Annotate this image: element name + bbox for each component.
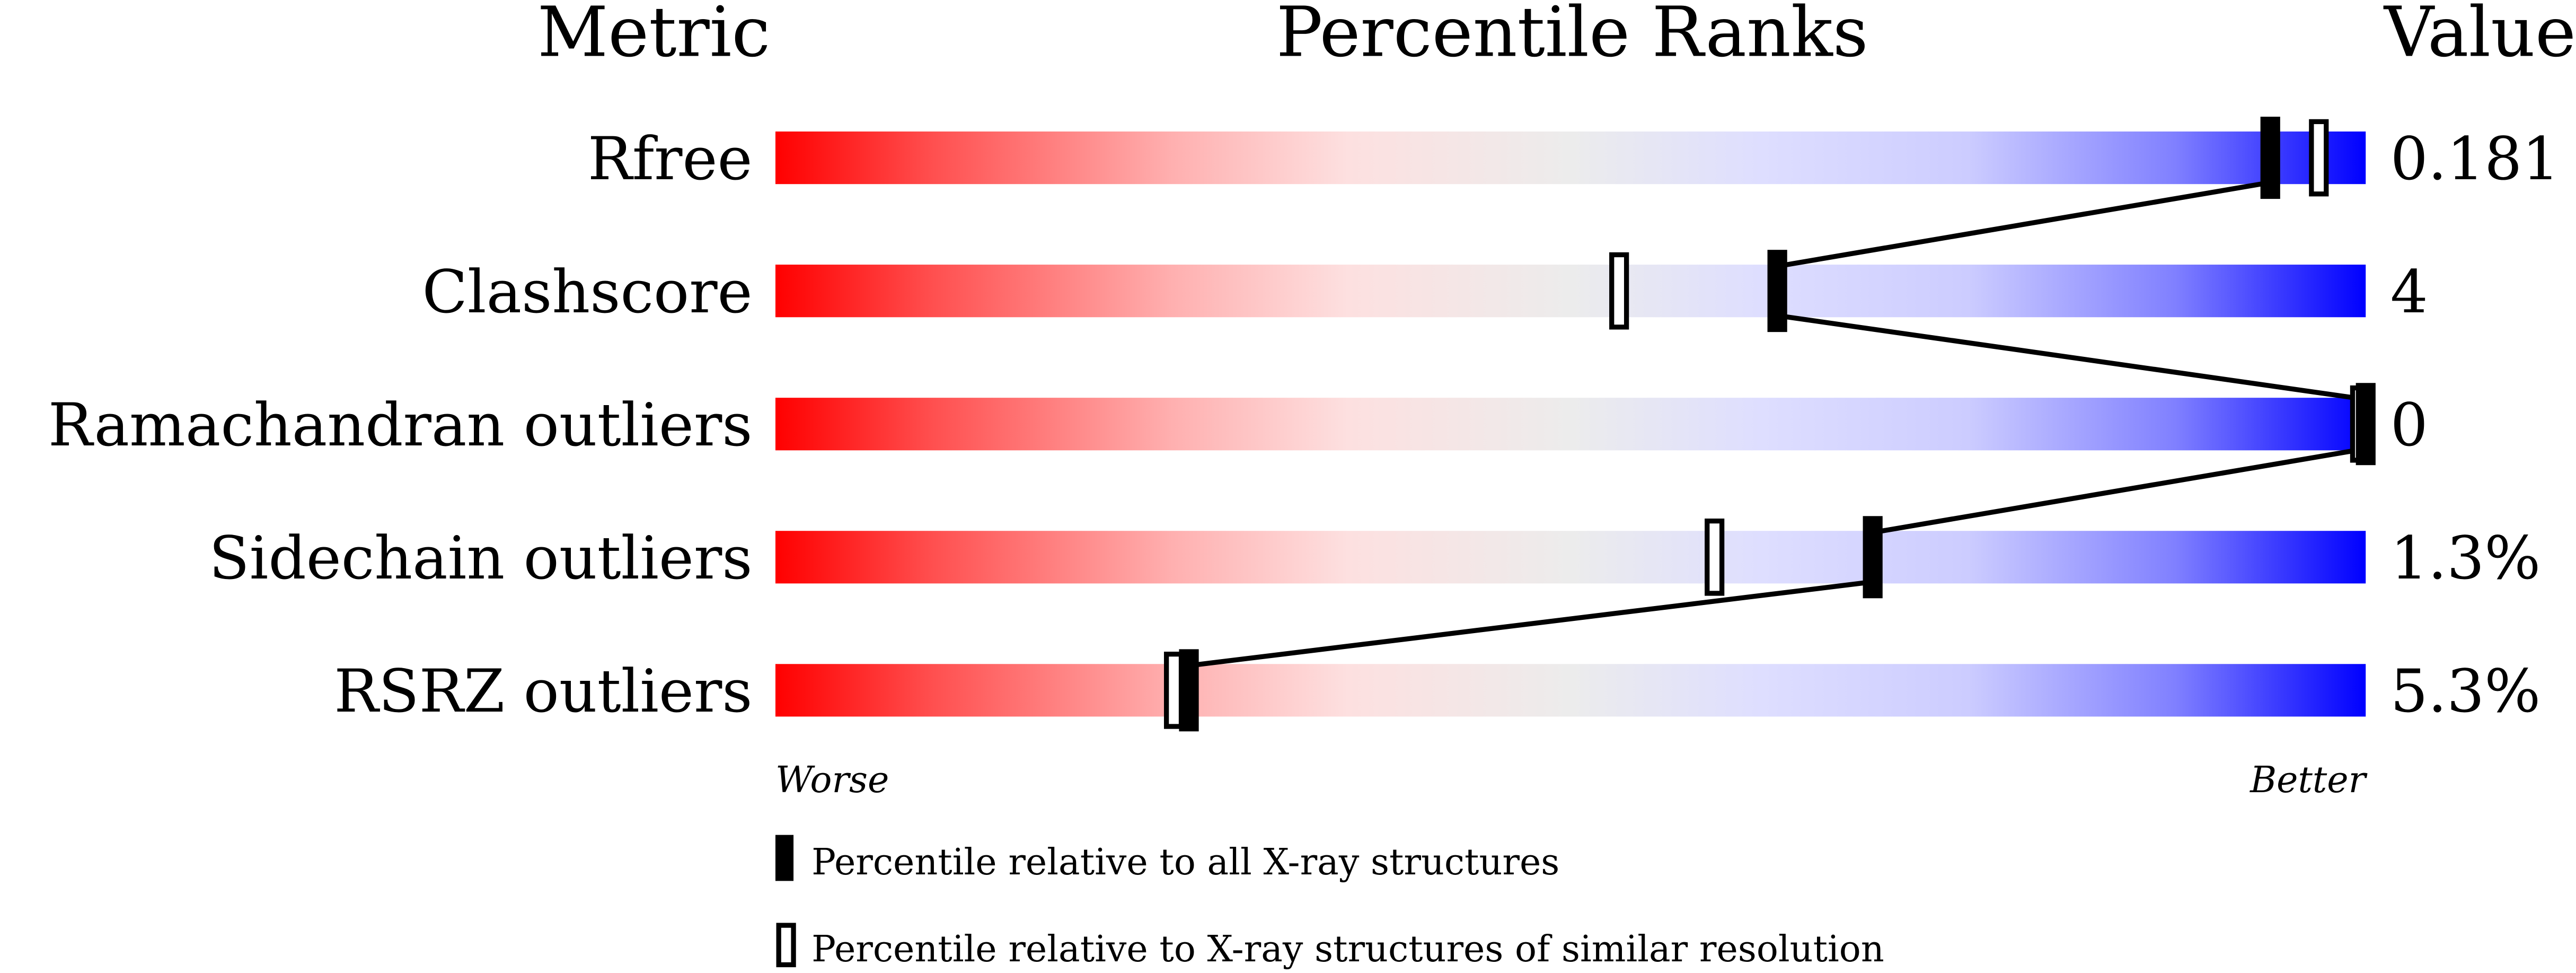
all-percentile-marker [1863, 516, 1883, 599]
similar-percentile-marker [1705, 518, 1725, 596]
connector-line [1777, 180, 2271, 269]
legend-filled-label: Percentile relative to all X-ray structu… [811, 841, 1559, 883]
all-percentile-marker [1767, 250, 1787, 332]
all-percentile-marker [1179, 649, 1199, 732]
connector-line [1872, 446, 2367, 535]
slider-bar [775, 398, 2366, 451]
all-percentile-marker [2356, 383, 2376, 466]
metric-label: Sidechain outliers [209, 524, 752, 593]
similar-percentile-marker [1609, 252, 1629, 330]
metric-value: 1.3% [2390, 524, 2540, 593]
metric-value: 0 [2390, 391, 2428, 460]
header-value: Value [2383, 0, 2576, 72]
slider-bar [775, 664, 2366, 717]
metric-value: 4 [2390, 258, 2428, 327]
similar-percentile-marker [2309, 119, 2329, 197]
connector-line [1777, 313, 2366, 402]
similar-percentile-marker [1163, 651, 1184, 729]
legend-open-label: Percentile relative to X-ray structures … [811, 928, 1884, 970]
slider-bar [775, 132, 2366, 185]
header-metric: Metric [537, 0, 770, 72]
legend-open-marker [776, 923, 796, 968]
metric-label: RSRZ outliers [334, 657, 752, 726]
axis-better-label: Better [2249, 759, 2368, 801]
metric-value: 5.3% [2390, 657, 2540, 726]
metric-label: Rfree [588, 125, 753, 194]
slider-bar [775, 265, 2366, 318]
slider-bar [775, 531, 2366, 584]
metric-label: Ramachandran outliers [48, 391, 753, 460]
metric-label: Clashscore [422, 258, 753, 327]
header-percentile-ranks: Percentile Ranks [1276, 0, 1868, 72]
metric-value: 0.181 [2390, 125, 2560, 194]
axis-worse-label: Worse [775, 759, 889, 801]
legend-filled-marker [775, 835, 794, 881]
all-percentile-marker [2260, 117, 2280, 199]
connector-line [1188, 579, 1873, 668]
